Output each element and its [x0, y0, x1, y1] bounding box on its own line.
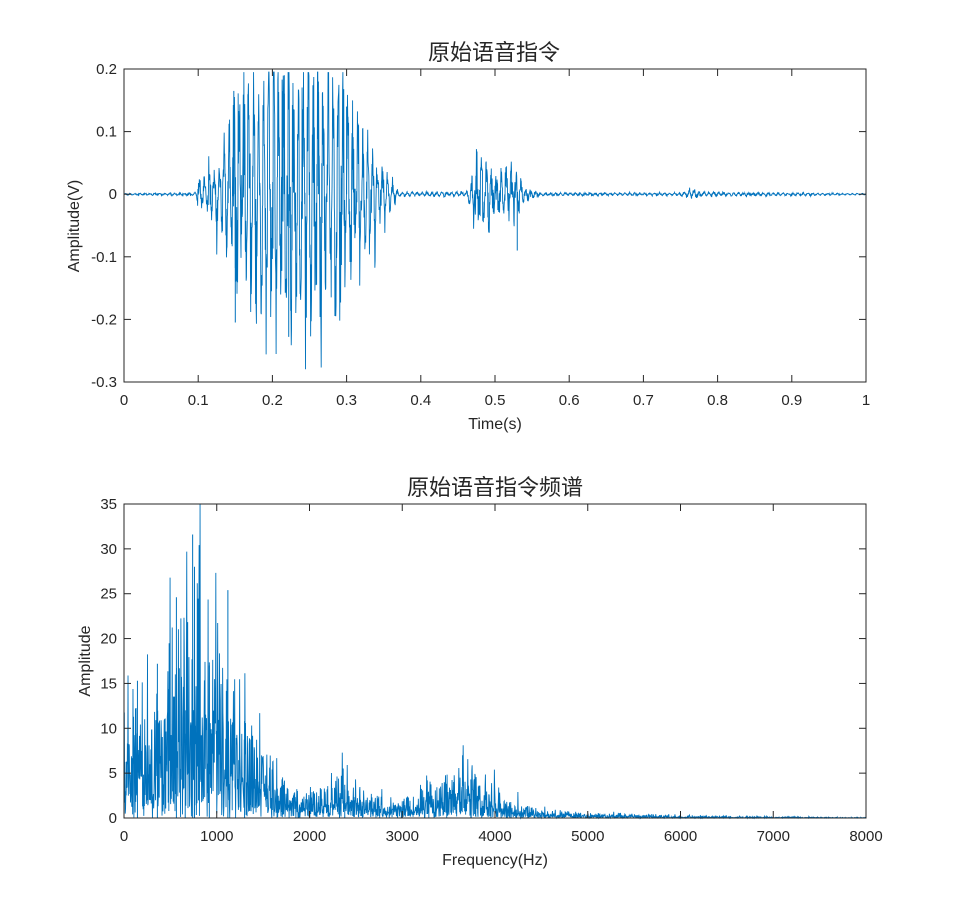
waveform-xtick-label: 0.1	[188, 392, 209, 409]
waveform-ytick-label: -0.3	[91, 374, 117, 391]
spectrum-ytick-label: 30	[100, 541, 117, 558]
spectrum-axes: 原始语音指令频谱 0 1000 2000 3000 4000 5000 6000 7000 80…	[77, 476, 883, 869]
spectrum-ticks: 0 1000 2000 3000 4000 5000 6000 7000 8000 0 5 10 15 2…	[100, 496, 882, 845]
waveform-xtick-label: 0.9	[781, 392, 802, 409]
spectrum-ytick-label: 0	[109, 810, 117, 827]
spectrum-ytick-label: 10	[100, 720, 117, 737]
waveform-xtick-label: 1	[862, 392, 870, 409]
spectrum-xtick-label: 4000	[478, 828, 511, 845]
waveform-title: 原始语音指令	[428, 41, 560, 66]
spectrum-series	[123, 503, 867, 820]
waveform-ticks: 0 0.1 0.2 0.3 0.4 0.5 0.6 0.7 0.8 0.9 1 -0.3 -0.2 -0.…	[91, 61, 870, 409]
spectrum-ylabel: Amplitude	[77, 625, 94, 696]
waveform-ytick-label: 0.2	[96, 61, 117, 78]
waveform-xlabel: Time(s)	[468, 416, 522, 433]
spectrum-xtick-label: 3000	[386, 828, 419, 845]
waveform-ylabel: Amplitude(V)	[66, 180, 83, 272]
waveform-xtick-label: 0.7	[633, 392, 654, 409]
spectrum-ytick-label: 35	[100, 496, 117, 513]
spectrum-line	[123, 503, 867, 820]
waveform-xtick-label: 0.2	[262, 392, 283, 409]
spectrum-ytick-label: 25	[100, 586, 117, 603]
waveform-xtick-label: 0	[120, 392, 128, 409]
spectrum-xtick-label: 0	[120, 828, 128, 845]
waveform-series	[123, 71, 867, 370]
waveform-ytick-label: 0.1	[96, 124, 117, 141]
waveform-xtick-label: 0.3	[336, 392, 357, 409]
waveform-ytick-label: -0.1	[91, 249, 117, 266]
waveform-xtick-label: 0.4	[410, 392, 431, 409]
spectrum-xtick-label: 5000	[571, 828, 604, 845]
waveform-ytick-label: 0	[109, 186, 117, 203]
waveform-xtick-label: 0.6	[559, 392, 580, 409]
spectrum-xtick-label: 1000	[200, 828, 233, 845]
waveform-xtick-label: 0.8	[707, 392, 728, 409]
spectrum-xtick-label: 8000	[849, 828, 882, 845]
spectrum-xtick-label: 6000	[664, 828, 697, 845]
spectrum-xtick-label: 2000	[293, 828, 326, 845]
waveform-line	[123, 71, 867, 370]
spectrum-title: 原始语音指令频谱	[407, 476, 583, 501]
spectrum-ytick-label: 5	[109, 765, 117, 782]
waveform-axes: 原始语音指令 0 0.1 0.2 0.3 0.4 0.5 0.6 0.7 0.8 0.9 1 -0.3…	[66, 41, 870, 433]
spectrum-xtick-label: 7000	[757, 828, 790, 845]
waveform-xtick-label: 0.5	[485, 392, 506, 409]
waveform-ytick-label: -0.2	[91, 311, 117, 328]
spectrum-xlabel: Frequency(Hz)	[442, 852, 548, 869]
spectrum-ytick-label: 20	[100, 631, 117, 648]
spectrum-ytick-label: 15	[100, 675, 117, 692]
